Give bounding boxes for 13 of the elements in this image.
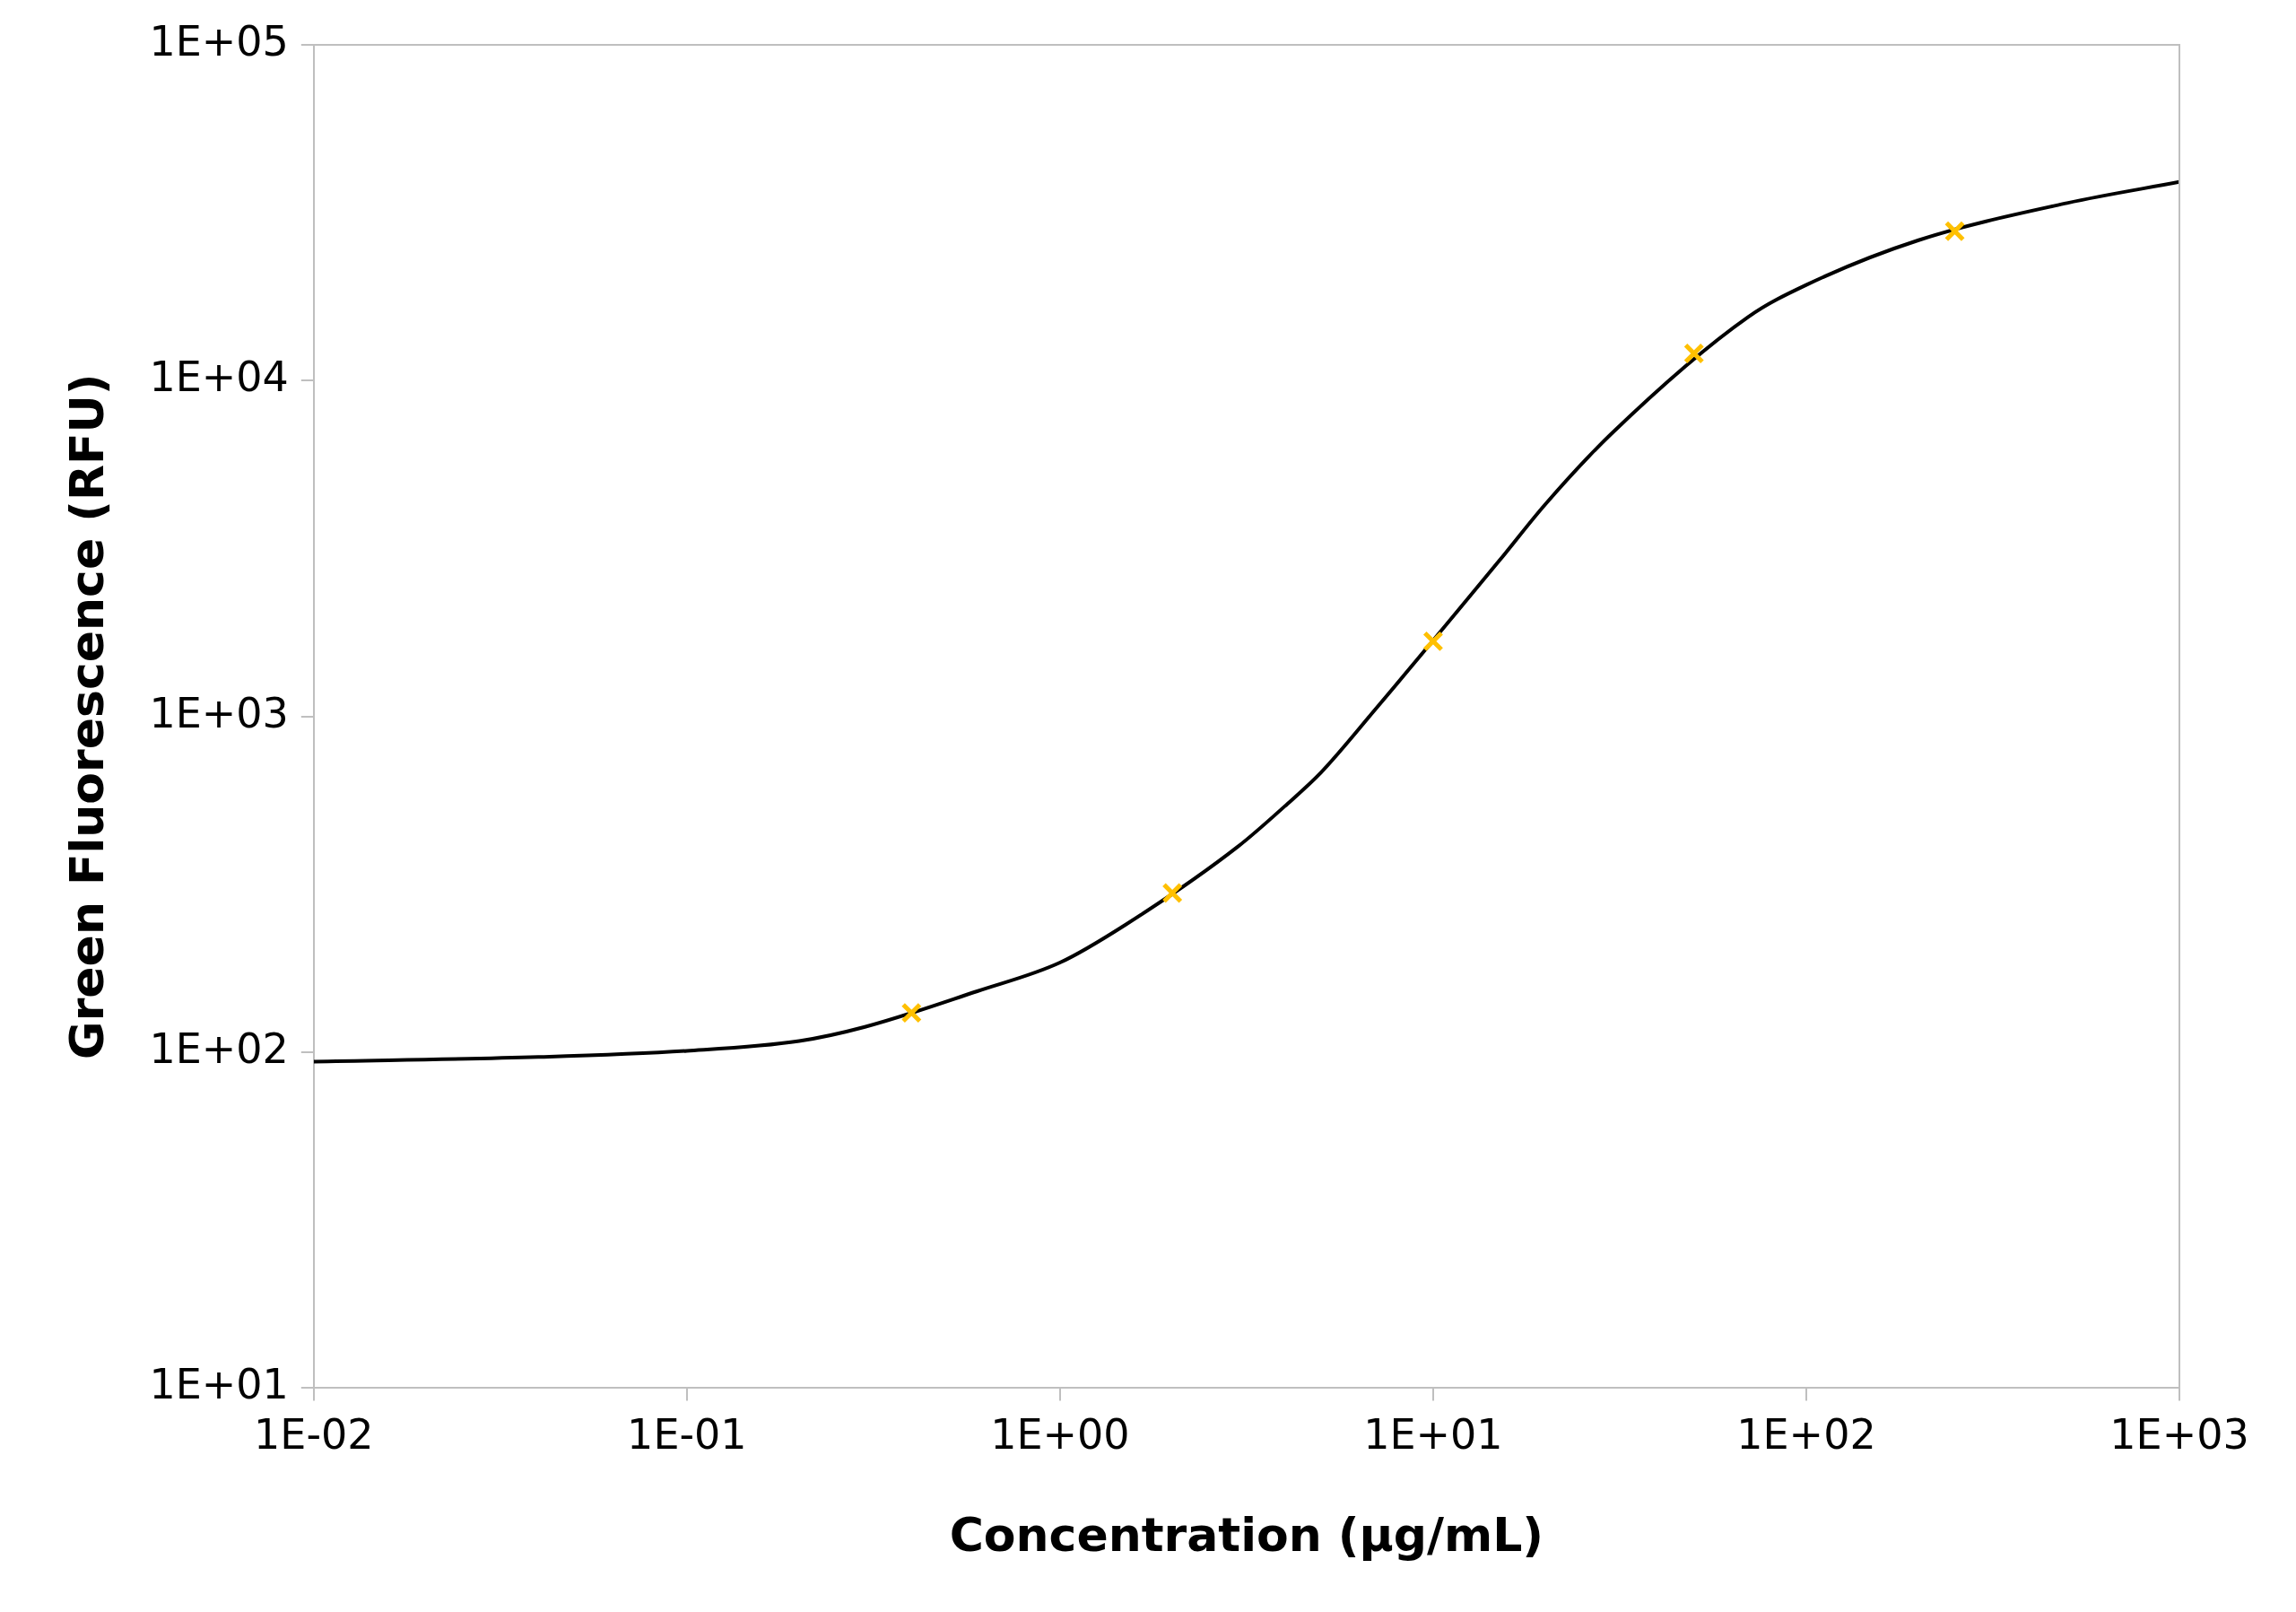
x-tick-label: 1E-02 — [254, 1409, 374, 1459]
x-tick-label: 1E+00 — [990, 1409, 1130, 1459]
x-axis-title: Concentration (µg/mL) — [949, 1508, 1544, 1563]
y-tick-label: 1E+01 — [149, 1360, 289, 1409]
y-tick-label: 1E+02 — [149, 1024, 289, 1073]
x-tick-label: 1E+01 — [1363, 1409, 1503, 1459]
y-axis-title: Green Fluorescence (RFU) — [59, 373, 114, 1059]
y-tick-label: 1E+05 — [149, 16, 289, 65]
x-tick-label: 1E+03 — [2109, 1409, 2249, 1459]
x-tick-label: 1E+02 — [1736, 1409, 1876, 1459]
x-tick-label: 1E-01 — [627, 1409, 747, 1459]
y-tick-label: 1E+03 — [149, 688, 289, 737]
y-tick-label: 1E+04 — [149, 353, 289, 402]
